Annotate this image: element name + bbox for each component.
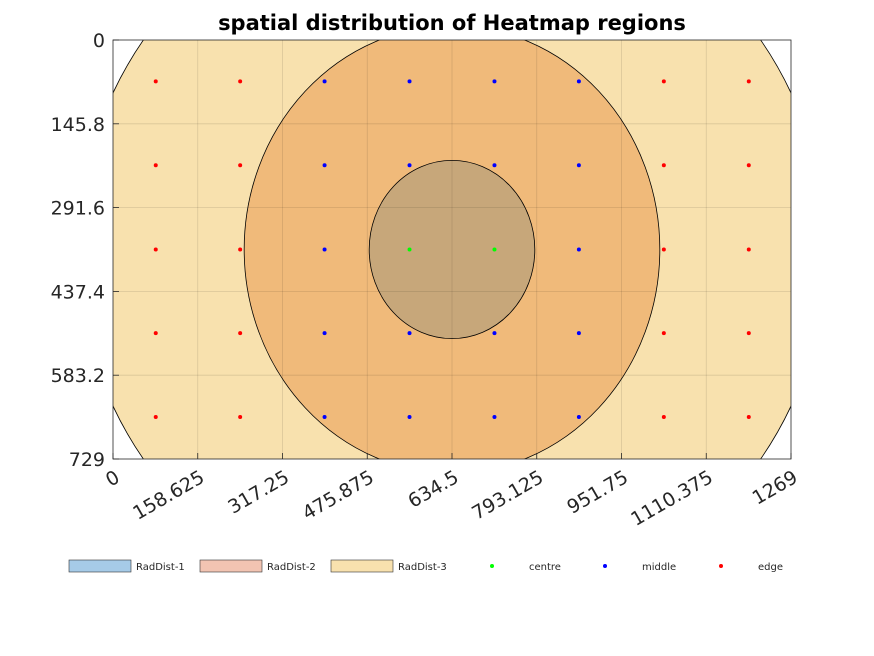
y-tick-label: 0 bbox=[93, 30, 105, 52]
x-tick-label: 158.625 bbox=[129, 466, 208, 524]
point-middle bbox=[407, 79, 412, 84]
point-middle bbox=[407, 415, 412, 420]
x-tick-label: 951.75 bbox=[563, 466, 632, 518]
point-middle bbox=[407, 163, 412, 168]
legend-marker-middle bbox=[603, 564, 607, 568]
point-edge bbox=[238, 163, 243, 168]
point-middle bbox=[576, 79, 581, 84]
point-middle bbox=[407, 331, 412, 336]
point-edge bbox=[661, 163, 666, 168]
point-middle bbox=[576, 415, 581, 420]
regions-layer bbox=[113, 40, 791, 459]
point-middle bbox=[322, 79, 327, 84]
point-edge bbox=[153, 247, 158, 252]
points-layer bbox=[153, 79, 751, 420]
point-edge bbox=[746, 331, 751, 336]
x-tick-label: 793.125 bbox=[468, 466, 547, 524]
legend-label-raddist-3: RadDist-3 bbox=[398, 562, 447, 573]
y-tick-label: 437.4 bbox=[51, 281, 105, 303]
point-edge bbox=[153, 331, 158, 336]
legend-label-centre: centre bbox=[529, 562, 561, 573]
point-edge bbox=[661, 247, 666, 252]
point-edge bbox=[746, 79, 751, 84]
legend-swatch-raddist-2 bbox=[199, 559, 263, 573]
y-tick-label: 291.6 bbox=[51, 198, 105, 220]
point-edge bbox=[153, 163, 158, 168]
x-tick-label: 634.5 bbox=[404, 466, 462, 512]
point-edge bbox=[153, 79, 158, 84]
point-edge bbox=[661, 415, 666, 420]
y-tick-label: 729 bbox=[69, 449, 105, 471]
legend-label-raddist-1: RadDist-1 bbox=[136, 562, 185, 573]
x-axis-ticks: 0 158.625 317.25 475.875 634.5 793.125 951.751… bbox=[102, 453, 802, 531]
x-tick-label: 475.875 bbox=[299, 466, 378, 524]
y-axis-ticks: 0 145.8 291.6 437.4 583.2 729 bbox=[51, 30, 119, 471]
point-middle bbox=[492, 163, 497, 168]
point-middle bbox=[576, 247, 581, 252]
chart-title: spatial distribution of Heatmap regions bbox=[218, 11, 686, 35]
point-middle bbox=[492, 79, 497, 84]
x-tick-label: 1269 bbox=[749, 466, 802, 509]
point-edge bbox=[238, 331, 243, 336]
legend-swatch-raddist-1 bbox=[68, 559, 132, 573]
point-middle bbox=[322, 163, 327, 168]
point-edge bbox=[153, 415, 158, 420]
point-edge bbox=[238, 247, 243, 252]
point-middle bbox=[576, 331, 581, 336]
point-middle bbox=[322, 331, 327, 336]
point-edge bbox=[238, 415, 243, 420]
point-middle bbox=[322, 415, 327, 420]
legend: RadDist-1 RadDist-2 RadDist-3 centre middle e… bbox=[68, 559, 783, 573]
point-edge bbox=[746, 415, 751, 420]
point-middle bbox=[492, 415, 497, 420]
x-tick-label: 317.25 bbox=[224, 466, 293, 518]
point-centre bbox=[407, 247, 412, 252]
grid-layer bbox=[113, 40, 791, 459]
plot-area bbox=[112, 39, 792, 460]
y-tick-label: 145.8 bbox=[51, 114, 105, 136]
point-edge bbox=[238, 79, 243, 84]
point-centre bbox=[492, 247, 497, 252]
point-middle bbox=[322, 247, 327, 252]
legend-marker-edge bbox=[719, 564, 723, 568]
region-raddist-1 bbox=[368, 160, 536, 339]
point-edge bbox=[661, 79, 666, 84]
x-tick-label: 0 bbox=[102, 466, 123, 491]
legend-marker-centre bbox=[490, 564, 494, 568]
legend-swatch-raddist-3 bbox=[330, 559, 394, 573]
x-tick-label: 1110.375 bbox=[627, 466, 717, 530]
y-tick-label: 583.2 bbox=[51, 365, 105, 387]
legend-label-edge: edge bbox=[758, 562, 783, 573]
point-middle bbox=[492, 331, 497, 336]
point-middle bbox=[576, 163, 581, 168]
point-edge bbox=[746, 247, 751, 252]
point-edge bbox=[746, 163, 751, 168]
point-edge bbox=[661, 331, 666, 336]
legend-label-raddist-2: RadDist-2 bbox=[267, 562, 316, 573]
legend-label-middle: middle bbox=[642, 562, 676, 573]
